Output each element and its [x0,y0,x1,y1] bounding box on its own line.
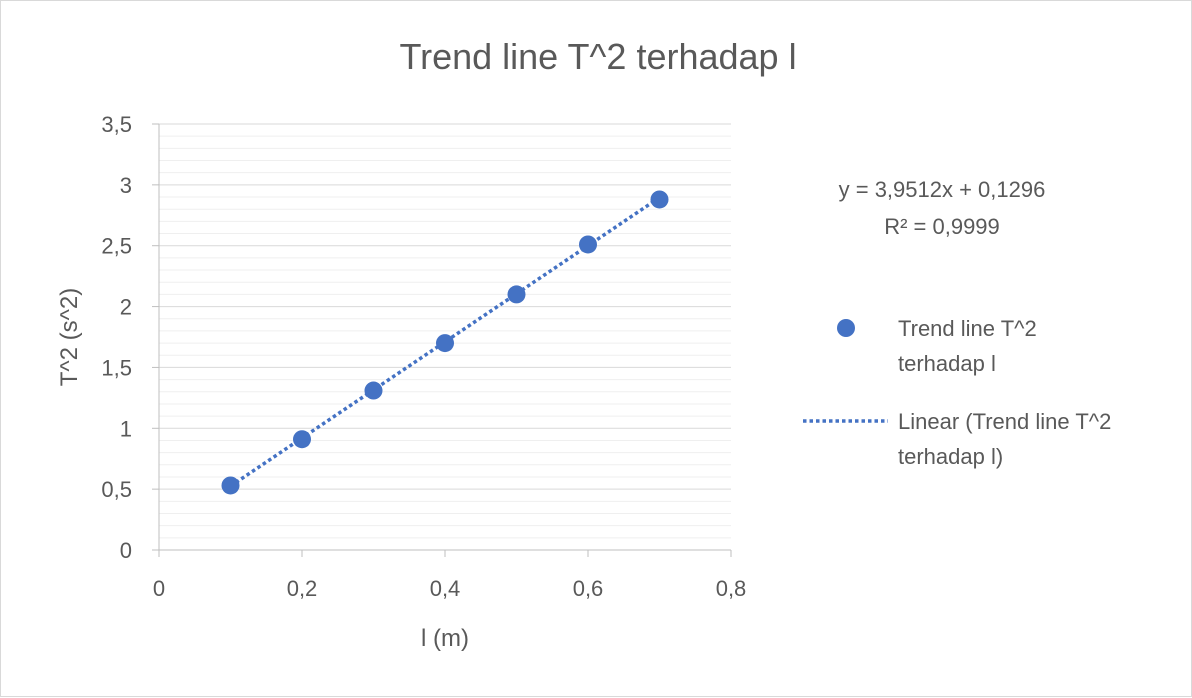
y-tick-label: 3,5 [101,112,132,137]
x-tick-label: 0,2 [287,576,318,601]
data-point [364,381,383,400]
trendline-r-squared: R² = 0,9999 [884,214,1000,239]
data-point [221,476,240,495]
y-tick-label: 1,5 [101,355,132,380]
x-tick-label: 0 [153,576,165,601]
major-gridlines [159,123,731,490]
legend-label-trendline-line1: Linear (Trend line T^2 [898,409,1111,434]
y-tick-label: 1 [120,416,132,441]
legend-marker-series [837,319,855,337]
y-axis-title: T^2 (s^2) [56,288,83,387]
y-tick-label: 2 [120,295,132,320]
legend-label-series-line1: Trend line T^2 [898,316,1037,341]
data-point [579,235,597,254]
y-tick-label: 0 [120,538,132,563]
axes [152,123,732,557]
tick-labels: 0 0,5 1 1,5 2 2,5 3 3,5 0 0,2 0,4 0,6 0,8 [101,112,746,601]
data-point [436,334,454,353]
x-axis-title: l (m) [421,625,469,652]
data-point [507,285,526,304]
x-tick-label: 0,8 [716,576,747,601]
data-point [293,430,311,449]
trendline-equation: y = 3,9512x + 0,1296 [839,177,1046,202]
legend-label-series-line2: terhadap l [898,351,996,376]
x-tick-label: 0,4 [430,576,461,601]
data-points [221,190,669,495]
legend: Trend line T^2 terhadap l Linear (Trend … [803,316,1111,469]
x-tick-label: 0,6 [573,576,604,601]
y-tick-label: 2,5 [101,234,132,259]
legend-label-trendline-line2: terhadap l) [898,444,1003,469]
y-tick-label: 0,5 [101,477,132,502]
chart-title: Trend line T^2 terhadap l [399,36,796,77]
y-tick-label: 3 [120,173,132,198]
data-point [650,190,669,209]
